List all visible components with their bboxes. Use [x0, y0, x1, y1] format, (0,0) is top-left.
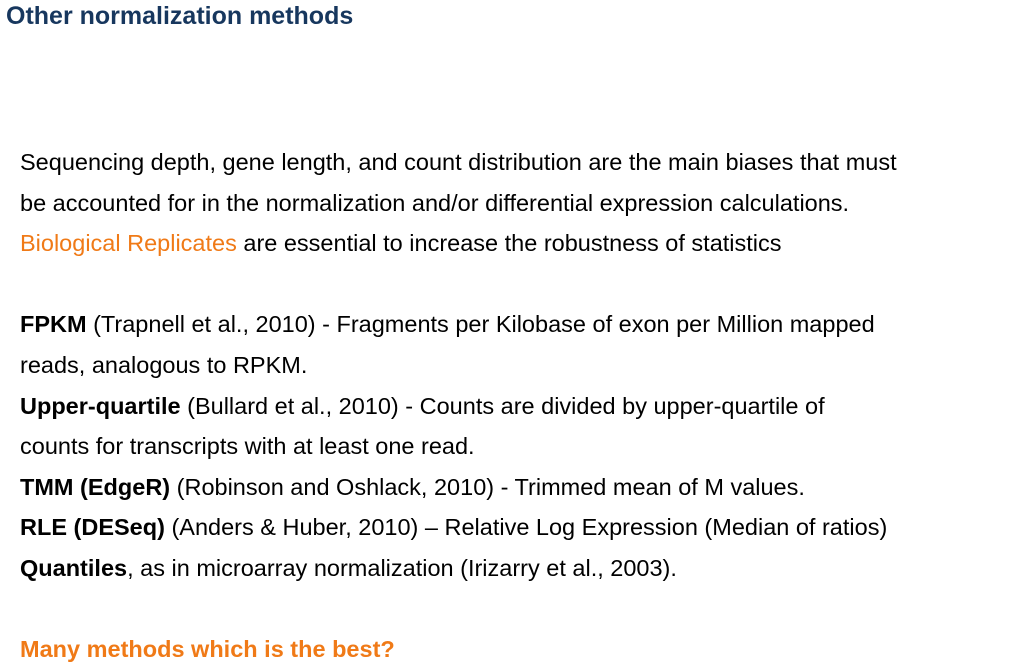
- intro-line-1: Sequencing depth, gene length, and count…: [20, 149, 897, 175]
- slide-title: Other normalization methods: [6, 2, 354, 30]
- method-fpkm: FPKM (Trapnell et al., 2010) - Fragments…: [20, 304, 1025, 345]
- method-description: , as in microarray normalization (Irizar…: [127, 554, 677, 581]
- spacer: [20, 264, 1025, 305]
- slide-body: Sequencing depth, gene length, and count…: [20, 142, 1025, 670]
- method-description: (Anders & Huber, 2010) – Relative Log Ex…: [164, 514, 888, 541]
- method-description: (Trapnell et al., 2010) - Fragments per …: [86, 311, 875, 338]
- closing-question: Many methods which is the best?: [20, 636, 395, 663]
- method-description: (Bullard et al., 2010) - Counts are divi…: [180, 392, 825, 419]
- method-name: Upper-quartile: [20, 392, 181, 419]
- method-tmm: TMM (EdgeR) (Robinson and Oshlack, 2010)…: [20, 467, 1025, 508]
- spacer: [20, 589, 1025, 630]
- intro-line-2: be accounted for in the normalization an…: [20, 189, 850, 216]
- method-name: Quantiles: [20, 554, 128, 581]
- biological-replicates-highlight: Biological Replicates: [20, 230, 237, 257]
- method-quantiles: Quantiles, as in microarray normalizatio…: [20, 548, 1025, 589]
- method-upper-quartile-continued: counts for transcripts with at least one…: [20, 433, 475, 460]
- intro-line-3-text: are essential to increase the robustness…: [236, 230, 782, 257]
- method-rle: RLE (DESeq) (Anders & Huber, 2010) – Rel…: [20, 507, 1025, 548]
- method-description: (Robinson and Oshlack, 2010) - Trimmed m…: [170, 473, 805, 500]
- method-name: FPKM: [20, 311, 87, 338]
- method-upper-quartile: Upper-quartile (Bullard et al., 2010) - …: [20, 386, 1025, 427]
- intro-line-3: Biological Replicates are essential to i…: [20, 223, 1025, 264]
- method-fpkm-continued: reads, analogous to RPKM.: [20, 351, 308, 378]
- method-name: TMM (EdgeR): [20, 473, 171, 500]
- method-name: RLE (DESeq): [20, 514, 165, 541]
